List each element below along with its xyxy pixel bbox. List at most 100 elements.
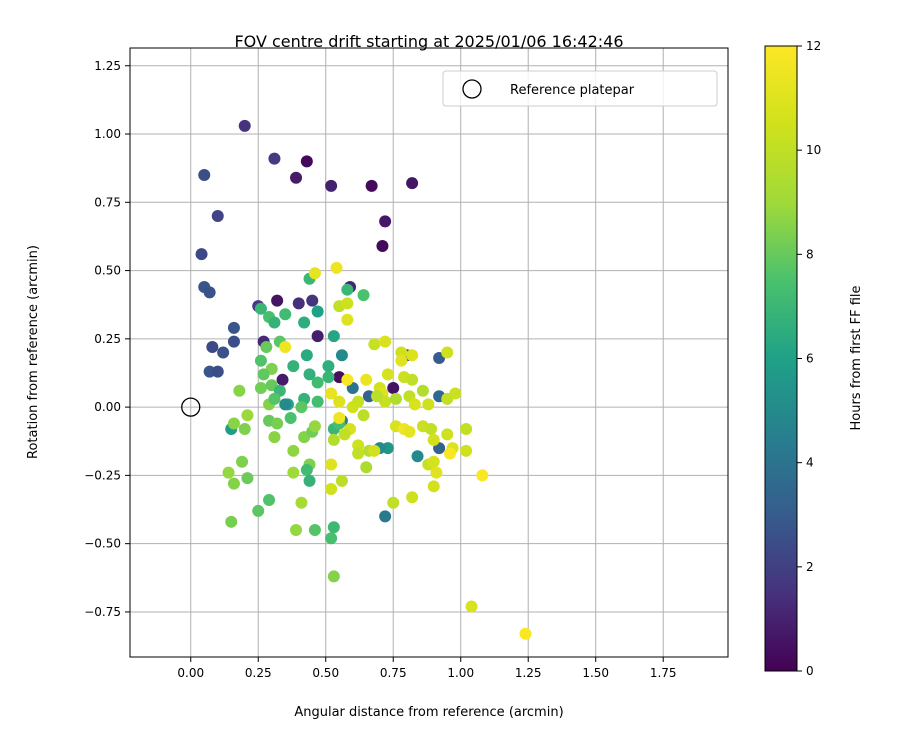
legend-label: Reference platepar [510,83,635,98]
data-point [387,382,400,395]
x-tick-label: 0.75 [380,666,407,680]
data-point [325,483,338,496]
data-point [252,504,265,517]
data-point [254,354,267,367]
data-point [292,297,305,310]
colorbar-label: Hours from first FF file [849,285,864,430]
data-point [236,455,249,468]
data-point [352,395,365,408]
data-point [241,472,254,485]
x-tick-label: 0.00 [177,666,204,680]
data-point [287,444,300,457]
data-point [198,168,211,181]
data-point [308,420,321,433]
data-point [387,496,400,509]
data-point [211,209,224,222]
data-point [298,316,311,329]
x-tick-label: 1.50 [582,666,609,680]
data-point [360,373,373,386]
data-point [379,335,392,348]
data-point [341,313,354,326]
data-point [276,373,289,386]
data-point [443,447,456,460]
data-point [427,480,440,493]
data-point [325,458,338,471]
y-tick-label: −0.75 [84,605,121,619]
data-point [357,409,370,422]
colorbar-tick-label: 4 [806,456,814,470]
data-point [427,455,440,468]
plot-frame [129,47,729,658]
data-point [327,570,340,583]
data-point [427,433,440,446]
data-point [311,376,324,389]
data-point [379,215,392,228]
y-tick-label: 1.00 [94,127,121,141]
data-point [203,286,216,299]
data-point [425,422,438,435]
y-tick-label: −0.25 [84,468,121,482]
data-point [238,119,251,132]
data-point [263,493,276,506]
data-point [227,335,240,348]
data-point [333,395,346,408]
data-point [476,469,489,482]
data-point [303,368,316,381]
x-tick-label: 1.00 [447,666,474,680]
data-point [341,297,354,310]
data-point [335,349,348,362]
data-point [441,346,454,359]
data-point [311,395,324,408]
data-point [365,179,378,192]
y-tick-label: 0.00 [94,400,121,414]
colorbar-tick-label: 0 [806,664,814,678]
data-point [300,463,313,476]
data-point [295,496,308,509]
data-point [284,412,297,425]
data-point [395,354,408,367]
data-point [357,289,370,302]
data-point [308,267,321,280]
data-point [279,398,292,411]
data-point [403,425,416,438]
data-point [325,387,338,400]
data-point [338,428,351,441]
data-point [287,360,300,373]
data-point [206,341,219,354]
y-tick-label: −0.50 [84,537,121,551]
y-axis-label: Rotation from reference (arcmin) [26,245,41,459]
data-point [406,349,419,362]
reference-platepar-marker [181,397,201,417]
colorbar-tick-label: 6 [806,352,814,366]
data-point [227,477,240,490]
data-point [327,330,340,343]
data-point [227,321,240,334]
data-point [271,294,284,307]
data-point [227,417,240,430]
data-point [241,409,254,422]
data-point [406,177,419,190]
data-point [341,373,354,386]
legend-marker [462,79,482,99]
data-point [303,474,316,487]
data-point [327,433,340,446]
data-point [333,412,346,425]
data-point [195,248,208,261]
data-point [449,387,462,400]
y-tick-label: 1.25 [94,59,121,73]
data-point [279,308,292,321]
data-point [287,466,300,479]
data-point [225,515,238,528]
data-point [233,384,246,397]
data-point [308,524,321,537]
y-tick-label: 0.25 [94,332,121,346]
data-point [368,444,381,457]
data-point [322,360,335,373]
data-point [416,384,429,397]
data-point [300,349,313,362]
data-point [460,422,473,435]
colorbar-tick-label: 2 [806,560,814,574]
chart-title: FOV centre drift starting at 2025/01/06 … [234,32,623,51]
y-axis-ticks: −0.75 −0.50 −0.25 0.00 0.25 0.50 0.75 1.00 1.25 [84,59,130,619]
